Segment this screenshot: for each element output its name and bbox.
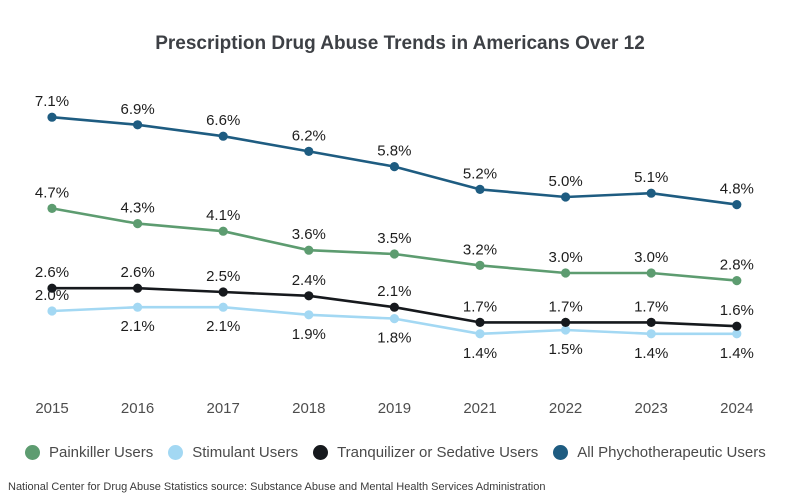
data-point-painkiller-users-2023	[646, 268, 656, 278]
x-axis-label-2015: 2015	[35, 400, 68, 417]
data-label-painkiller-users-2021: 3.2%	[463, 241, 497, 258]
data-point-tranquilizer-or-sedative-users-2015	[47, 283, 57, 293]
data-point-tranquilizer-or-sedative-users-2017	[218, 287, 228, 297]
chart-legend: Painkiller Users Stimulant Users Tranquili…	[25, 441, 791, 463]
data-point-all-phychotherapeutic-users-2021	[475, 184, 485, 194]
data-label-tranquilizer-or-sedative-users-2016: 2.6%	[120, 264, 154, 281]
data-point-tranquilizer-or-sedative-users-2022	[561, 317, 571, 327]
data-point-tranquilizer-or-sedative-users-2021	[475, 317, 485, 327]
data-label-painkiller-users-2022: 3.0%	[548, 249, 582, 266]
data-label-all-phychotherapeutic-users-2022: 5.0%	[548, 173, 582, 190]
x-axis-label-2023: 2023	[635, 400, 668, 417]
data-point-painkiller-users-2015	[47, 203, 57, 213]
x-axis-label-2016: 2016	[121, 400, 154, 417]
data-label-tranquilizer-or-sedative-users-2023: 1.7%	[634, 298, 668, 315]
data-point-all-phychotherapeutic-users-2015	[47, 112, 57, 122]
data-point-stimulant-users-2018	[304, 310, 314, 320]
legend-dot-stimulant-users	[168, 444, 184, 460]
data-label-all-phychotherapeutic-users-2018: 6.2%	[292, 127, 326, 144]
data-label-all-phychotherapeutic-users-2023: 5.1%	[634, 169, 668, 186]
data-point-painkiller-users-2018	[304, 245, 314, 255]
data-point-stimulant-users-2019	[389, 314, 399, 324]
legend-dot-tranquilizer-or-sedative-users	[313, 444, 329, 460]
data-point-stimulant-users-2022	[561, 325, 571, 335]
legend-dot-all-phychotherapeutic-users	[553, 444, 569, 460]
data-label-tranquilizer-or-sedative-users-2017: 2.5%	[206, 268, 240, 285]
data-point-all-phychotherapeutic-users-2016	[133, 120, 143, 130]
data-label-all-phychotherapeutic-users-2021: 5.2%	[463, 165, 497, 182]
x-axis-label-2022: 2022	[549, 400, 582, 417]
data-point-all-phychotherapeutic-users-2024	[732, 200, 742, 210]
data-label-tranquilizer-or-sedative-users-2021: 1.7%	[463, 298, 497, 315]
legend-label-painkiller-users: Painkiller Users	[49, 443, 154, 461]
data-point-painkiller-users-2021	[475, 260, 485, 270]
legend-label-stimulant-users: Stimulant Users	[192, 443, 299, 461]
data-label-all-phychotherapeutic-users-2016: 6.9%	[120, 101, 154, 118]
data-point-tranquilizer-or-sedative-users-2019	[389, 302, 399, 312]
legend-item-tranquilizer-or-sedative-users: Tranquilizer or Sedative Users	[313, 444, 538, 461]
data-point-all-phychotherapeutic-users-2018	[304, 146, 314, 156]
data-point-stimulant-users-2024	[732, 329, 742, 339]
data-label-stimulant-users-2018: 1.9%	[292, 326, 326, 343]
data-point-stimulant-users-2016	[133, 302, 143, 312]
data-label-painkiller-users-2019: 3.5%	[377, 230, 411, 247]
data-label-painkiller-users-2024: 2.8%	[720, 257, 754, 274]
data-label-painkiller-users-2016: 4.3%	[120, 200, 154, 217]
data-point-painkiller-users-2016	[133, 219, 143, 229]
data-label-stimulant-users-2015: 2.0%	[35, 287, 69, 304]
data-label-tranquilizer-or-sedative-users-2015: 2.6%	[35, 264, 69, 281]
data-label-painkiller-users-2017: 4.1%	[206, 207, 240, 224]
data-label-stimulant-users-2016: 2.1%	[120, 318, 154, 335]
legend-item-stimulant-users: Stimulant Users	[168, 444, 298, 461]
data-point-stimulant-users-2023	[646, 329, 656, 339]
legend-dot-painkiller-users	[25, 444, 40, 460]
data-label-painkiller-users-2018: 3.6%	[292, 226, 326, 243]
legend-item-painkiller-users: Painkiller Users	[25, 444, 153, 461]
series-line-all-phychotherapeutic-users	[50, 115, 739, 206]
data-point-stimulant-users-2017	[218, 302, 228, 312]
data-label-all-phychotherapeutic-users-2019: 5.8%	[377, 143, 411, 160]
data-label-tranquilizer-or-sedative-users-2022: 1.7%	[548, 298, 582, 315]
x-axis-label-2024: 2024	[720, 400, 753, 417]
data-label-tranquilizer-or-sedative-users-2018: 2.4%	[292, 272, 326, 289]
data-label-tranquilizer-or-sedative-users-2019: 2.1%	[377, 283, 411, 300]
data-point-tranquilizer-or-sedative-users-2016	[133, 283, 143, 293]
data-point-all-phychotherapeutic-users-2022	[561, 192, 571, 202]
data-label-stimulant-users-2019: 1.8%	[377, 330, 411, 347]
data-point-all-phychotherapeutic-users-2019	[389, 162, 399, 172]
data-label-stimulant-users-2023: 1.4%	[634, 345, 668, 362]
data-point-tranquilizer-or-sedative-users-2023	[646, 317, 656, 327]
legend-label-all-phychotherapeutic-users: All Phychotherapeutic Users	[577, 443, 766, 461]
data-label-stimulant-users-2021: 1.4%	[463, 345, 497, 362]
data-point-all-phychotherapeutic-users-2017	[218, 131, 228, 141]
data-point-stimulant-users-2015	[47, 306, 57, 316]
chart-title: Prescription Drug Abuse Trends in Americ…	[155, 33, 645, 54]
data-point-stimulant-users-2021	[475, 329, 485, 339]
data-point-painkiller-users-2024	[732, 276, 742, 286]
source-note: National Center for Drug Abuse Statistic…	[8, 481, 546, 493]
data-label-painkiller-users-2015: 4.7%	[35, 184, 69, 201]
data-label-tranquilizer-or-sedative-users-2024: 1.6%	[720, 302, 754, 319]
legend-label-tranquilizer-or-sedative-users: Tranquilizer or Sedative Users	[337, 443, 539, 461]
data-label-stimulant-users-2024: 1.4%	[720, 345, 754, 362]
x-axis-label-2017: 2017	[207, 400, 240, 417]
data-point-tranquilizer-or-sedative-users-2018	[304, 291, 314, 301]
data-point-all-phychotherapeutic-users-2023	[646, 188, 656, 198]
data-point-painkiller-users-2019	[389, 249, 399, 259]
x-axis-label-2021: 2021	[463, 400, 496, 417]
data-label-painkiller-users-2023: 3.0%	[634, 249, 668, 266]
data-label-all-phychotherapeutic-users-2017: 6.6%	[206, 112, 240, 129]
x-axis-label-2018: 2018	[292, 400, 325, 417]
x-axis-label-2019: 2019	[378, 400, 411, 417]
data-point-painkiller-users-2022	[561, 268, 571, 278]
data-label-stimulant-users-2017: 2.1%	[206, 318, 240, 335]
data-point-painkiller-users-2017	[218, 226, 228, 236]
data-label-stimulant-users-2022: 1.5%	[548, 341, 582, 358]
data-point-tranquilizer-or-sedative-users-2024	[732, 321, 742, 331]
data-label-all-phychotherapeutic-users-2024: 4.8%	[720, 181, 754, 198]
legend-item-all-phychotherapeutic-users: All Phychotherapeutic Users	[553, 443, 766, 461]
data-label-all-phychotherapeutic-users-2015: 7.1%	[35, 93, 69, 110]
